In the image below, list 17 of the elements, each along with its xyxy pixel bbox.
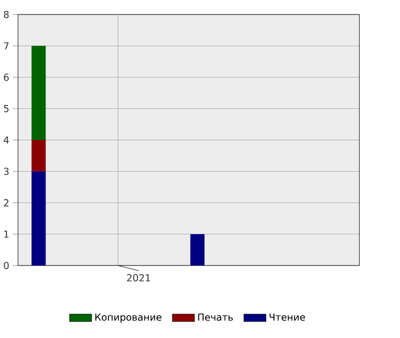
text: 2021 — [127, 274, 150, 282]
y-tick-label: 4 — [4, 136, 9, 144]
y-tick-label: 8 — [4, 10, 9, 18]
legend-label: Копирование — [95, 314, 162, 323]
y-tick-label: 1 — [4, 230, 8, 238]
bar — [32, 46, 46, 140]
y-tick-label: 5 — [4, 105, 9, 112]
bar — [190, 234, 205, 266]
y-tick-label: 7 — [4, 42, 9, 50]
bar — [32, 171, 46, 266]
y-tick-label: 6 — [4, 74, 9, 81]
bar — [32, 140, 46, 172]
y-tick-label: 0 — [4, 262, 9, 270]
y-tick-label: 2 — [4, 199, 8, 206]
legend-label: Печать — [198, 314, 233, 321]
legend-label: Чтение — [270, 314, 305, 321]
y-tick-label: 3 — [4, 168, 9, 176]
